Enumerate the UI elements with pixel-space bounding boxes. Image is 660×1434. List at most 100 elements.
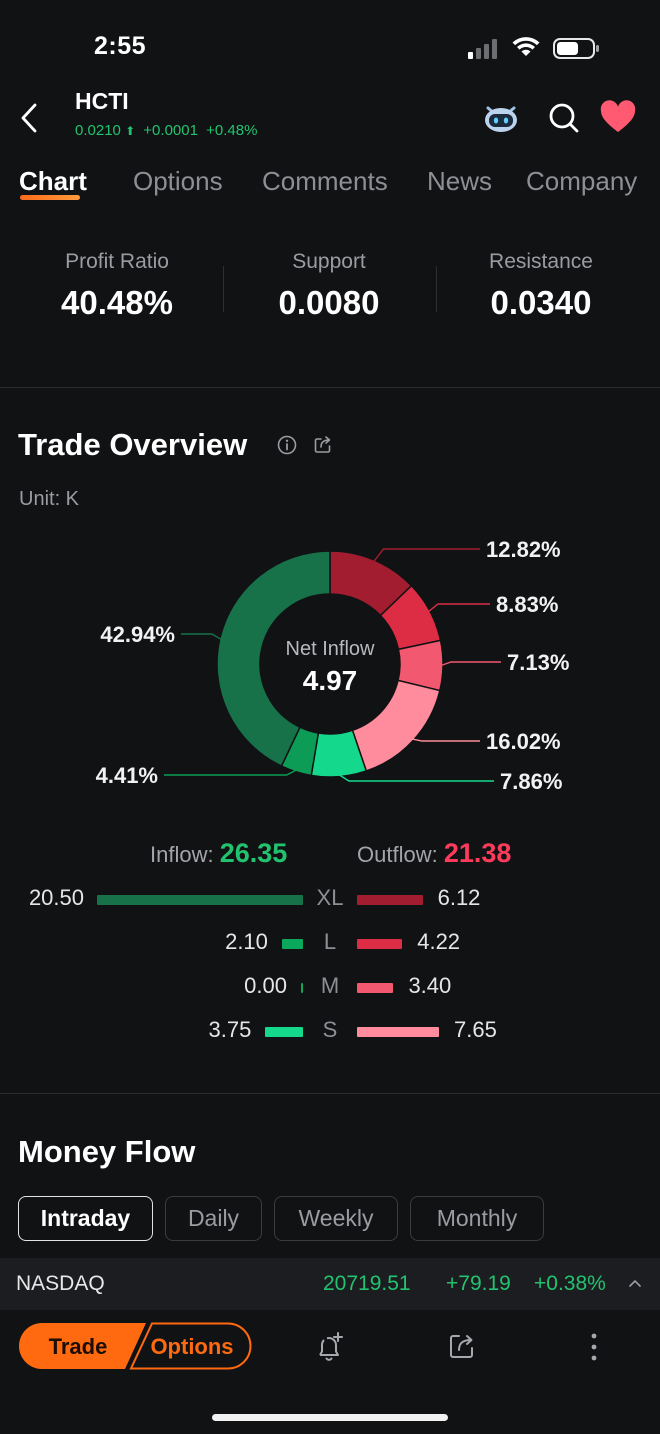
more-options-icon[interactable] (584, 1331, 604, 1363)
trade-button[interactable] (19, 1323, 146, 1369)
donut-slice-label: 8.83% (496, 592, 558, 617)
tab-comments[interactable]: Comments (262, 166, 388, 196)
flow-row-l: 2.10 L 4.22 (0, 929, 660, 959)
size-label: S (322, 1017, 338, 1042)
outflow-bar (357, 895, 423, 905)
donut-leader-line (440, 661, 501, 667)
home-indicator (212, 1414, 448, 1421)
period-weekly-button[interactable]: Weekly (274, 1196, 398, 1241)
period-monthly-button[interactable]: Monthly (410, 1196, 544, 1241)
index-value: 20719.51 (323, 1272, 411, 1295)
donut-leader-line (411, 738, 480, 742)
tab-news[interactable]: News (427, 166, 493, 196)
donut-leader-line (427, 603, 490, 613)
inflow-bar (301, 983, 303, 993)
tab-bar: Chart Options Comments News Company (0, 166, 660, 206)
status-time: 2:55 (94, 32, 147, 60)
inflow-amount: 20.50 (28, 885, 84, 910)
share-icon[interactable] (446, 1330, 478, 1362)
trade-overview-title: Trade Overview (18, 427, 248, 462)
donut-slice-label: 7.13% (507, 650, 569, 675)
outflow-bar (357, 1027, 439, 1037)
index-change-pct: +0.38% (534, 1272, 606, 1295)
money-flow-title: Money Flow (18, 1134, 196, 1169)
stat-support: Support 0.0080 (219, 250, 439, 322)
back-arrow-icon[interactable] (16, 100, 46, 136)
tab-company[interactable]: Company (526, 166, 638, 196)
outflow-amount: 4.22 (417, 929, 461, 954)
net-inflow-value: 4.97 (303, 665, 358, 696)
size-label: L (323, 929, 337, 954)
ticker-symbol: HCTI (75, 88, 129, 114)
donut-slice-label: 16.02% (486, 729, 561, 754)
tab-chart[interactable]: Chart (19, 166, 87, 196)
ai-robot-icon[interactable] (482, 99, 520, 137)
section-divider (0, 387, 660, 388)
donut-slice-label: 4.41% (96, 763, 158, 788)
divider (436, 266, 437, 312)
outflow-total: Outflow: 21.38 (357, 838, 511, 869)
search-icon[interactable] (545, 99, 583, 137)
options-button[interactable] (129, 1322, 252, 1370)
inflow-total: Inflow: 26.35 (150, 838, 287, 869)
inflow-amount: 0.00 (244, 973, 287, 998)
inflow-amount: 2.10 (225, 929, 268, 954)
price-change-pct: +0.48% (206, 122, 258, 139)
divider (223, 266, 224, 312)
donut-slice-label: 7.86% (500, 769, 562, 794)
stat-label: Resistance (489, 250, 593, 273)
cellular-signal-icon (468, 39, 497, 59)
period-daily-button[interactable]: Daily (165, 1196, 262, 1241)
donut-slice-label: 42.94% (100, 622, 175, 647)
add-alert-bell-icon[interactable] (313, 1330, 347, 1364)
size-label: XL (316, 885, 344, 910)
outflow-amount: 6.12 (437, 885, 481, 910)
donut-leader-line (164, 769, 297, 776)
battery-icon (553, 38, 599, 59)
price-change: +0.0001 (143, 122, 198, 139)
tab-options[interactable]: Options (133, 166, 223, 196)
trade-button-label: Trade (49, 1334, 108, 1359)
outflow-bar (357, 939, 403, 949)
stat-label: Profit Ratio (65, 250, 169, 273)
inflow-value: 26.35 (219, 838, 288, 868)
stat-label: Support (292, 250, 366, 273)
index-change: +79.19 (446, 1272, 511, 1295)
section-divider (0, 1093, 660, 1094)
info-icon[interactable] (276, 434, 298, 456)
inflow-amount: 3.75 (208, 1017, 252, 1042)
donut-slice (351, 679, 441, 772)
outflow-bar (357, 983, 394, 993)
flow-row-xl: 20.50 XL 6.12 (0, 885, 660, 915)
flow-row-m: 0.00 M 3.40 (0, 973, 660, 1003)
outflow-amount: 3.40 (408, 973, 452, 998)
favorite-heart-icon[interactable] (599, 99, 637, 137)
up-arrow-icon: ⬆ (125, 124, 136, 138)
wifi-icon (512, 37, 540, 56)
trade-options-button-group: Trade Options (19, 1322, 252, 1370)
stat-value: 40.48% (61, 284, 173, 321)
donut-leader-line (338, 774, 494, 782)
price-quote: 0.0210 ⬆ +0.0001 +0.48% (75, 122, 257, 139)
share-icon[interactable] (312, 434, 334, 456)
index-ticker-bar[interactable]: NASDAQ 20719.51 +79.19 +0.38% (0, 1258, 660, 1310)
period-intraday-button[interactable]: Intraday (18, 1196, 153, 1241)
net-inflow-label: Net Inflow (286, 638, 375, 660)
donut-slice-label: 12.82% (486, 537, 561, 562)
size-label: M (320, 973, 340, 998)
outflow-label: Outflow: (357, 842, 438, 867)
options-button-label: Options (150, 1334, 233, 1359)
chevron-up-icon[interactable] (628, 1278, 642, 1288)
stat-profit-ratio: Profit Ratio 40.48% (7, 250, 227, 322)
stat-value: 0.0340 (490, 284, 592, 321)
inflow-label: Inflow: (150, 842, 214, 867)
outflow-amount: 7.65 (454, 1017, 497, 1042)
last-price: 0.0210 (75, 122, 121, 139)
index-name: NASDAQ (16, 1272, 105, 1295)
active-tab-indicator (20, 195, 80, 200)
stat-resistance: Resistance 0.0340 (431, 250, 651, 322)
unit-label: Unit: K (19, 488, 80, 510)
trade-overview-donut-chart: 12.82% 8.83% 7.13% 16.02% 7.86% 4.41% 42.94% N… (96, 537, 570, 794)
flow-row-s: 3.75 S 7.65 (0, 1017, 660, 1047)
donut-leader-line (181, 633, 223, 641)
